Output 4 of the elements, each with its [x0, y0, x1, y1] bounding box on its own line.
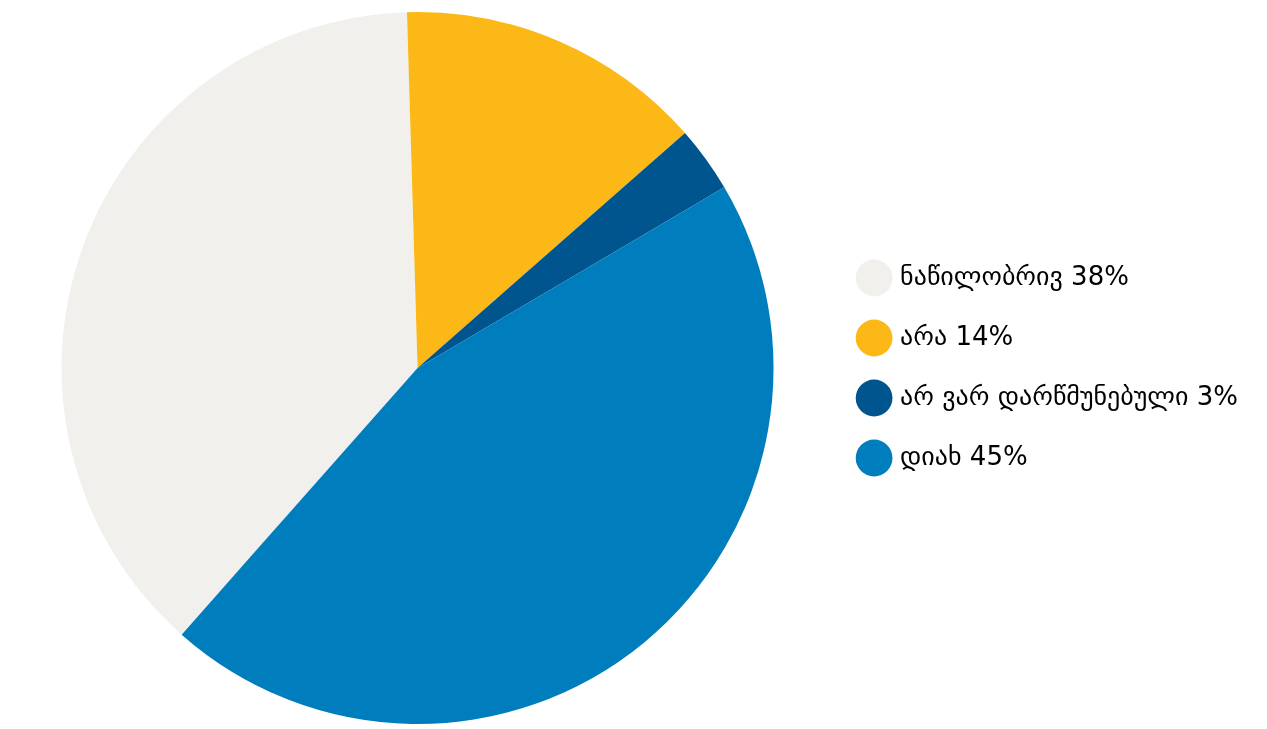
legend-label: დიახ 45%: [900, 440, 1028, 471]
legend-label: არა 14%: [900, 320, 1014, 351]
legend-label: ნაწილობრივ 38%: [900, 260, 1129, 291]
legend-label: არ ვარ დარწმუნებული 3%: [900, 380, 1239, 411]
